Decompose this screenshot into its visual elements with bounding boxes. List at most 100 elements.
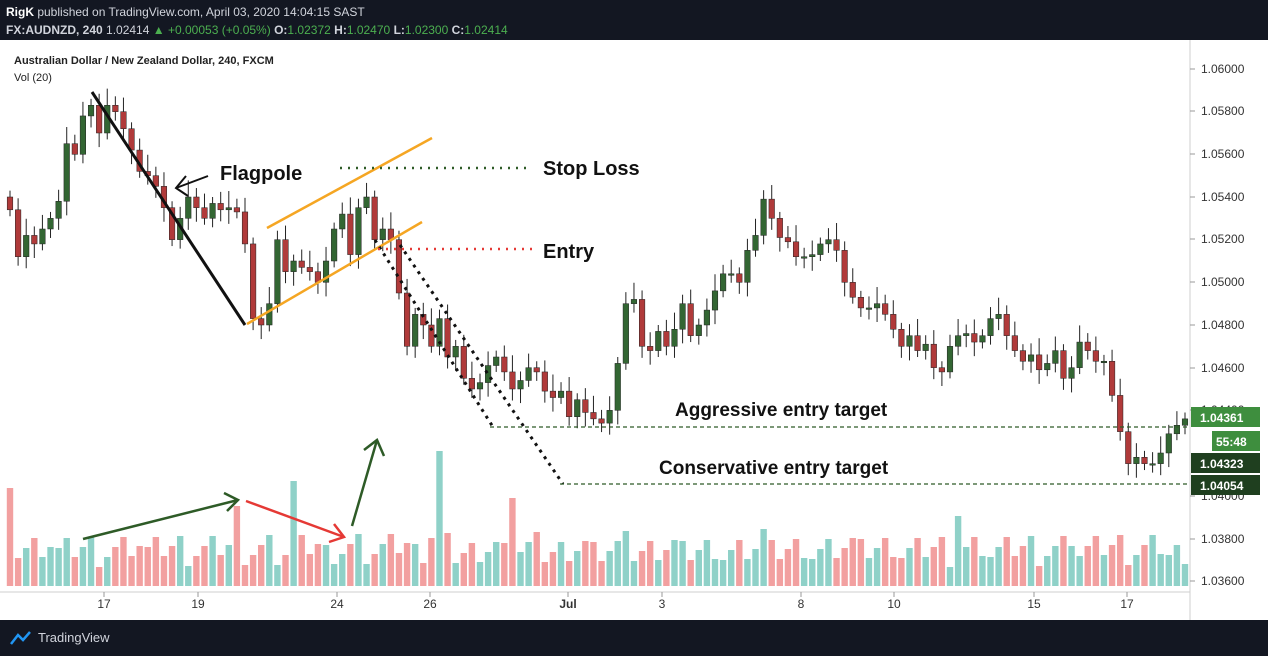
candle-body bbox=[898, 329, 905, 347]
volume-bar bbox=[371, 554, 378, 586]
volume-bar bbox=[501, 543, 508, 586]
volume-bar bbox=[533, 532, 540, 586]
candle bbox=[574, 393, 581, 429]
candle bbox=[412, 307, 419, 358]
candle-body bbox=[31, 235, 38, 245]
candle-body bbox=[1003, 314, 1010, 336]
candle bbox=[817, 237, 824, 261]
candle-body bbox=[1027, 354, 1035, 362]
candle-body bbox=[549, 390, 556, 398]
flagpole-line[interactable] bbox=[90, 91, 247, 326]
volume-bar bbox=[63, 538, 70, 586]
candle-body bbox=[395, 239, 403, 294]
volume-bar bbox=[784, 549, 792, 586]
candle-body bbox=[736, 273, 743, 283]
price-chart[interactable]: 1.06000 1.05800 1.05600 1.05400 1.05200 1.050… bbox=[0, 0, 1268, 620]
candle bbox=[1076, 325, 1083, 375]
candle bbox=[728, 259, 735, 283]
candle-body bbox=[930, 343, 937, 368]
candle-body bbox=[225, 207, 232, 211]
candle-body bbox=[703, 309, 710, 326]
candle bbox=[906, 324, 913, 361]
volume-bar bbox=[363, 564, 370, 586]
candle bbox=[582, 388, 589, 427]
candles bbox=[6, 88, 1189, 478]
candle-body bbox=[120, 111, 127, 129]
candle-body bbox=[890, 314, 897, 330]
candle bbox=[201, 193, 208, 225]
candle bbox=[79, 101, 86, 164]
candle bbox=[703, 298, 710, 337]
volume-bar bbox=[744, 559, 751, 586]
tradingview-brand[interactable]: TradingView bbox=[10, 630, 110, 645]
volume-bar bbox=[201, 546, 208, 586]
candle bbox=[23, 218, 30, 269]
volume-bar bbox=[971, 537, 978, 586]
volume-bar bbox=[1116, 535, 1124, 586]
candle-body bbox=[1173, 425, 1180, 435]
conservative-target-label: Conservative entry target bbox=[659, 458, 889, 479]
ohlc-line: FX:AUDNZD, 240 1.02414 ▲ +0.00053 (+0.05… bbox=[6, 23, 508, 37]
candle-body bbox=[55, 201, 62, 219]
volume-bar bbox=[6, 488, 14, 586]
price-tick-label: 1.05000 bbox=[1201, 275, 1245, 289]
volume-bar bbox=[152, 537, 160, 586]
candle-body bbox=[1092, 350, 1099, 362]
high-label: H: bbox=[334, 23, 347, 37]
volume-bar bbox=[387, 534, 395, 586]
candle bbox=[306, 250, 313, 281]
candle bbox=[1052, 336, 1059, 373]
candle bbox=[493, 350, 500, 372]
candle bbox=[549, 374, 556, 412]
candle bbox=[1165, 424, 1172, 468]
volume-bar bbox=[995, 547, 1002, 586]
volume-bar bbox=[87, 537, 95, 586]
candle bbox=[39, 214, 46, 251]
candle-body bbox=[298, 260, 305, 268]
flag-upper-channel[interactable] bbox=[266, 136, 433, 230]
volume-bar bbox=[663, 550, 670, 586]
volume-bar bbox=[655, 560, 662, 586]
volume-bar bbox=[890, 557, 897, 586]
volume-bar bbox=[622, 531, 630, 586]
candle-body bbox=[185, 196, 192, 219]
candle bbox=[63, 127, 70, 216]
candle-body bbox=[412, 314, 419, 347]
candle-body bbox=[63, 143, 70, 202]
volume-bar bbox=[1108, 545, 1116, 586]
volume-bar bbox=[922, 557, 929, 586]
time-axis[interactable]: 17 19 24 26 Jul 3 8 10 15 17 bbox=[97, 592, 1134, 611]
candle-body bbox=[841, 250, 848, 283]
candle-body bbox=[282, 239, 289, 272]
volume-bar bbox=[1035, 566, 1043, 586]
volume-bar bbox=[23, 548, 30, 586]
candle bbox=[655, 324, 662, 357]
candle bbox=[914, 319, 921, 357]
volume-bar bbox=[1141, 545, 1148, 586]
candle bbox=[71, 134, 78, 161]
volume-bar bbox=[39, 557, 46, 586]
candle bbox=[31, 226, 38, 259]
candle bbox=[882, 294, 889, 321]
volume-bar bbox=[290, 481, 297, 586]
volume-bar bbox=[47, 547, 54, 586]
candle-body bbox=[468, 378, 475, 390]
candle-body bbox=[436, 318, 443, 347]
candle bbox=[15, 198, 22, 266]
author-name[interactable]: RigK bbox=[6, 5, 34, 19]
candle-body bbox=[760, 198, 767, 236]
volume-bar bbox=[574, 551, 581, 586]
volume-bar bbox=[760, 529, 767, 586]
volume-bar bbox=[509, 498, 516, 586]
candle-body bbox=[614, 363, 621, 411]
aggressive-projection[interactable] bbox=[373, 239, 495, 428]
flag-lower-channel[interactable] bbox=[246, 220, 423, 326]
candle bbox=[971, 319, 978, 357]
candle-body bbox=[938, 367, 945, 373]
drawings[interactable] bbox=[82, 91, 1190, 544]
volume-bar bbox=[865, 558, 873, 586]
candle-body bbox=[744, 250, 751, 283]
conservative-projection[interactable] bbox=[398, 244, 565, 485]
candle-body bbox=[833, 239, 840, 251]
price-tick-label: 1.04800 bbox=[1201, 318, 1245, 332]
